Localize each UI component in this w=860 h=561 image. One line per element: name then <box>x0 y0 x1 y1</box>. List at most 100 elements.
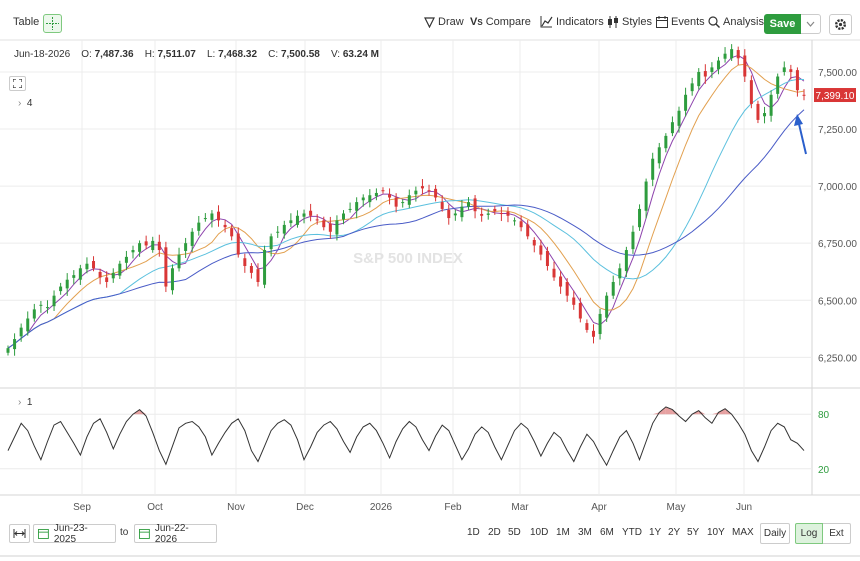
candle-body <box>763 113 767 117</box>
x-tick-label: Sep <box>73 502 91 513</box>
fullscreen-button[interactable] <box>9 76 26 91</box>
candle-body <box>328 223 332 232</box>
compare-label: Compare <box>485 16 531 28</box>
candle-body <box>381 190 385 192</box>
chart-toolbar: Table Draw VS Compare Indicators Styles … <box>0 8 860 40</box>
analysis-label: Analysis <box>723 16 764 28</box>
range-max[interactable]: MAX <box>732 527 754 538</box>
crosshair-button[interactable] <box>43 14 62 33</box>
calendar-icon <box>38 528 49 539</box>
candle-body <box>105 277 109 282</box>
range-1y[interactable]: 1Y <box>649 527 662 538</box>
scale-ext[interactable]: Ext <box>823 523 851 544</box>
candle-body <box>32 309 36 319</box>
candle-body <box>256 269 260 282</box>
main-studies-toggle[interactable]: › 4 <box>18 98 32 109</box>
range-2d[interactable]: 2D <box>488 527 501 538</box>
candle-body <box>427 190 431 192</box>
date-range-toggle[interactable] <box>9 524 30 543</box>
save-dropdown[interactable] <box>801 14 821 34</box>
table-label: Table <box>13 16 40 28</box>
candle-body <box>78 268 82 280</box>
start-date-field[interactable]: Jun-23-2025 <box>33 523 116 545</box>
candle-body <box>782 67 786 72</box>
candles <box>6 44 806 356</box>
moving-averages <box>7 54 805 349</box>
range-5d[interactable]: 5D <box>508 527 521 538</box>
candle-body <box>6 348 10 353</box>
analysis-button[interactable]: Analysis <box>708 16 764 28</box>
events-button[interactable]: Events <box>656 16 705 28</box>
indicators-button[interactable]: Indicators <box>540 16 604 28</box>
range-1m[interactable]: 1M <box>556 527 570 538</box>
last-price-label: 7,399.10 <box>816 91 855 102</box>
range-3m[interactable]: 3M <box>578 527 592 538</box>
candle-body <box>434 188 438 198</box>
table-button[interactable]: Table <box>13 16 39 28</box>
settings-button[interactable] <box>829 14 852 35</box>
lower-studies-count: 1 <box>26 397 33 408</box>
candle-body <box>539 245 543 255</box>
range-ytd[interactable]: YTD <box>622 527 642 538</box>
candle-body <box>578 302 582 319</box>
candle-body <box>184 243 188 251</box>
candle-body <box>177 254 181 269</box>
compare-button[interactable]: VS Compare <box>470 16 531 28</box>
candle-body <box>440 202 444 209</box>
calendar-icon <box>656 16 668 28</box>
draw-button[interactable]: Draw <box>424 16 464 28</box>
main-studies-count: 4 <box>26 98 33 109</box>
y-tick-label: 7,250.00 <box>818 125 857 136</box>
overbought-fill <box>665 406 673 415</box>
overbought-fill <box>711 412 719 415</box>
indicators-label: Indicators <box>556 16 604 28</box>
candle-body <box>388 194 392 198</box>
candle-body <box>644 181 648 211</box>
range-5y[interactable]: 5Y <box>687 527 700 538</box>
lower-studies-toggle[interactable]: › 1 <box>18 397 32 408</box>
range-bar: Jun-23-2025 to Jun-22-2026 1D 2D 5D 10D … <box>0 521 860 549</box>
candle-body <box>164 247 168 287</box>
range-1d[interactable]: 1D <box>467 527 480 538</box>
save-button[interactable]: Save <box>764 14 801 34</box>
candle-body <box>85 263 89 270</box>
candle-body <box>190 231 194 246</box>
candle-body <box>203 218 207 220</box>
range-2y[interactable]: 2Y <box>668 527 681 538</box>
x-tick-label: Jun <box>736 502 752 513</box>
analysis-icon <box>708 16 720 28</box>
candle-body <box>559 276 563 287</box>
candle-body <box>111 272 115 279</box>
y-tick-label: 6,500.00 <box>818 296 857 307</box>
high-label: H: <box>144 49 155 60</box>
candle-body <box>703 71 707 77</box>
osc-tick-label: 80 <box>818 410 830 421</box>
scale-log[interactable]: Log <box>795 523 823 544</box>
candle-body <box>670 122 674 134</box>
chevron-right-icon: › <box>18 98 22 109</box>
candle-body <box>453 213 457 216</box>
candle-body <box>605 295 609 318</box>
range-10y[interactable]: 10Y <box>707 527 725 538</box>
candle-body <box>401 202 405 204</box>
open-label: O: <box>81 49 92 60</box>
range-6m[interactable]: 6M <box>600 527 614 538</box>
styles-button[interactable]: Styles <box>607 16 652 28</box>
end-date-field[interactable]: Jun-22-2026 <box>134 523 217 545</box>
candle-body <box>651 158 655 180</box>
range-10d[interactable]: 10D <box>530 527 549 538</box>
candle-body <box>131 250 135 253</box>
candle-body <box>684 94 688 111</box>
candle-body <box>420 186 424 189</box>
candle-body <box>407 195 411 205</box>
candle-body <box>374 192 378 197</box>
interval-daily[interactable]: Daily <box>760 523 790 544</box>
candle-body <box>368 195 372 203</box>
candle-body <box>223 224 227 228</box>
crosshair-icon <box>46 17 59 30</box>
candle-body <box>749 80 753 104</box>
draw-label: Draw <box>438 16 464 28</box>
overbought-fill <box>652 412 660 415</box>
x-tick-label: May <box>667 502 686 513</box>
